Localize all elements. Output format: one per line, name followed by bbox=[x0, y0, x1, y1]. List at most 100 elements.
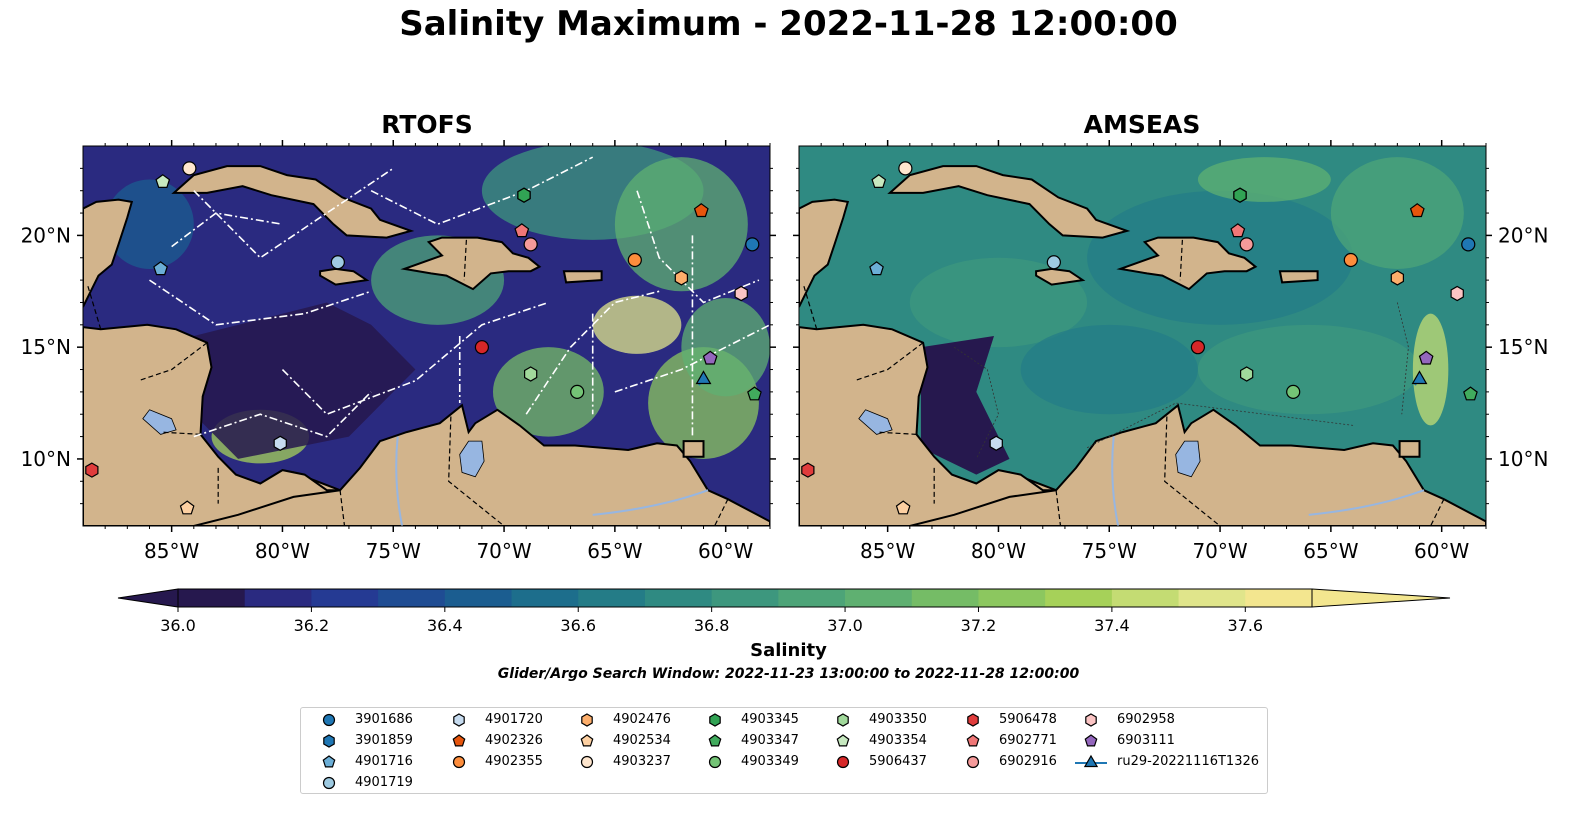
low-salinity-region bbox=[193, 302, 416, 459]
marker bbox=[1083, 754, 1099, 768]
float-marker-4903349 bbox=[570, 384, 585, 399]
colorbar-segment bbox=[578, 589, 646, 607]
legend-marker bbox=[708, 734, 722, 747]
float-marker-4902534 bbox=[179, 500, 195, 515]
lon-tick-label: 60°W bbox=[1414, 539, 1469, 563]
marker bbox=[581, 713, 593, 727]
colorbar-tick-label: 37.6 bbox=[1227, 616, 1263, 635]
float-marker-4902534 bbox=[895, 500, 911, 515]
float-marker-6903111 bbox=[1418, 350, 1434, 365]
land-yucatan bbox=[799, 198, 850, 308]
lat-tick-label: 15°N bbox=[21, 335, 71, 359]
colorbar-tick-label: 36.8 bbox=[694, 616, 730, 635]
marker bbox=[1085, 713, 1097, 727]
salinity-blob bbox=[614, 157, 748, 292]
lat-tick-label: 10°N bbox=[1498, 447, 1548, 471]
colorbar-segment bbox=[378, 589, 446, 607]
panel-title-amseas: AMSEAS bbox=[1083, 110, 1201, 139]
colorbar-segment bbox=[311, 589, 379, 607]
float-marker-4901716 bbox=[153, 261, 168, 276]
salinity-blob bbox=[1197, 157, 1331, 202]
legend-marker bbox=[452, 734, 466, 747]
legend-label: 4901716 bbox=[355, 754, 413, 769]
legend-marker bbox=[837, 713, 849, 727]
legend-label: 4903354 bbox=[869, 733, 927, 748]
country-border bbox=[1430, 498, 1445, 526]
colorbar-tick-label: 37.4 bbox=[1094, 616, 1130, 635]
glider-marker-ru29-20221116T1326 bbox=[695, 370, 712, 385]
float-marker-5906478 bbox=[801, 462, 815, 478]
float-marker-5906437 bbox=[1190, 340, 1206, 355]
float-marker-4903347 bbox=[1463, 386, 1478, 401]
lon-tick-label: 65°W bbox=[587, 539, 642, 563]
marker bbox=[708, 755, 722, 769]
lon-tick-label: 80°W bbox=[255, 539, 310, 563]
country-border bbox=[714, 498, 729, 526]
float-marker-6902771 bbox=[1230, 223, 1246, 238]
float-marker-4901720 bbox=[989, 435, 1003, 451]
legend-marker bbox=[966, 755, 980, 769]
legend-label: 5906478 bbox=[999, 712, 1057, 727]
salinity-blob bbox=[492, 347, 604, 437]
colorbar-tick-label: 36.4 bbox=[427, 616, 463, 635]
marker bbox=[837, 713, 849, 727]
glider-marker-ru29-20221116T1326 bbox=[1411, 370, 1428, 385]
salinity-blob bbox=[1197, 324, 1420, 415]
land-trinidad bbox=[1398, 440, 1421, 458]
colorbar-segment bbox=[1111, 589, 1180, 607]
legend-marker bbox=[836, 734, 850, 747]
colorbar-segment bbox=[711, 589, 779, 607]
legend-label: 6902771 bbox=[999, 733, 1057, 748]
country-border bbox=[463, 239, 467, 281]
land-hispaniola bbox=[1116, 236, 1258, 291]
float-marker-4902326 bbox=[693, 203, 709, 218]
map-panel-amseas: 85°W 80°W 75°W 70°W 65°W 60°W 20°N 15°N 10°N bbox=[793, 140, 1548, 563]
marker bbox=[580, 734, 594, 747]
float-marker-4903350 bbox=[523, 366, 538, 382]
lon-tick-label: 75°W bbox=[366, 539, 421, 563]
legend-marker bbox=[967, 713, 979, 727]
colorbar-segment bbox=[978, 589, 1046, 607]
legend-label: 4902326 bbox=[485, 733, 543, 748]
colorbar-segment bbox=[1178, 589, 1246, 607]
river bbox=[1308, 489, 1425, 516]
colorbar-segment bbox=[244, 589, 312, 607]
legend-label: 6903111 bbox=[1117, 733, 1175, 748]
legend-marker bbox=[580, 734, 594, 747]
marker bbox=[708, 734, 722, 747]
float-markers bbox=[801, 161, 1478, 515]
marker bbox=[452, 734, 466, 747]
lon-tick-label: 85°W bbox=[860, 539, 915, 563]
eez-boundary bbox=[171, 212, 283, 248]
float-marker-4902476 bbox=[1390, 270, 1405, 286]
colorbar: 36.0 36.2 36.4 36.6 36.8 37.0 37.2 37.4 37.6 bbox=[117, 588, 1451, 635]
float-marker-6902916 bbox=[1239, 237, 1254, 252]
legend-marker bbox=[453, 713, 465, 727]
float-marker-6902771 bbox=[514, 223, 530, 238]
legend-marker bbox=[836, 755, 850, 769]
marker bbox=[967, 713, 979, 727]
legend-label: 4901719 bbox=[355, 775, 413, 790]
legend-label: 4902534 bbox=[613, 733, 671, 748]
legend: 3901686 3901859 4901716 4901719 4901720 49023… bbox=[300, 707, 1268, 794]
marker bbox=[836, 755, 850, 769]
land-trinidad bbox=[682, 440, 705, 458]
float-marker-4903347 bbox=[747, 386, 762, 401]
colorbar-label: Salinity bbox=[750, 640, 827, 661]
land-cuba bbox=[171, 165, 415, 239]
marker bbox=[452, 755, 466, 769]
float-marker-4903237 bbox=[898, 161, 913, 176]
country-border bbox=[1164, 416, 1221, 526]
eez-boundary bbox=[193, 391, 372, 438]
lon-tick-label: 70°W bbox=[1192, 539, 1247, 563]
lat-tick-label: 10°N bbox=[21, 447, 71, 471]
float-marker-4902355 bbox=[627, 252, 642, 268]
marker bbox=[322, 755, 336, 768]
float-marker-3901686 bbox=[1461, 237, 1476, 252]
float-marker-4903350 bbox=[1239, 366, 1254, 382]
map-body bbox=[83, 146, 770, 526]
figure-title: Salinity Maximum - 2022-11-28 12:00:00 bbox=[399, 4, 1178, 44]
river bbox=[1111, 436, 1120, 526]
panel-title-rtofs: RTOFS bbox=[381, 110, 473, 139]
